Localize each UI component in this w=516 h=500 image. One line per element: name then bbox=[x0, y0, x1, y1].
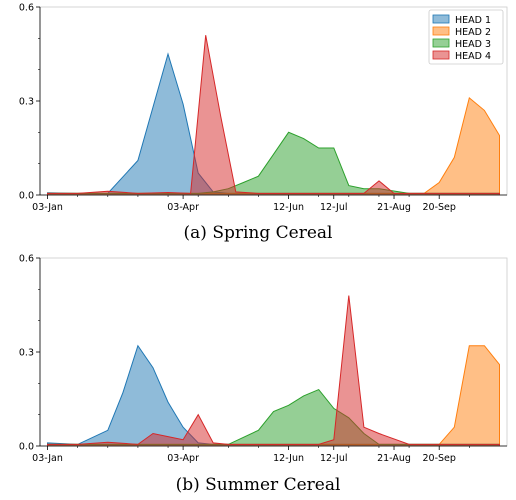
legend-swatch bbox=[432, 26, 450, 36]
legend-swatch bbox=[432, 38, 450, 48]
caption-summer-cereal: (b) Summer Cereal bbox=[175, 475, 341, 495]
x-tick-label: 21-Aug bbox=[377, 453, 411, 464]
y-tick-label: 0.0 bbox=[19, 191, 34, 202]
chart-1: 0.0 0.3 0.6 03-Jan 03-Apr 12-Jun 12-Jul 21-Aug 2… bbox=[19, 3, 508, 213]
caption-spring-cereal: (a) Spring Cereal bbox=[183, 223, 333, 243]
x-tick-label: 03-Apr bbox=[167, 202, 199, 213]
chart-2: 0.0 0.3 0.6 03-Jan 03-Apr 12-Jun 12-Jul 21-Aug 2… bbox=[19, 254, 508, 464]
legend-label: HEAD 3 bbox=[455, 39, 491, 50]
y-tick-label: 0.6 bbox=[19, 3, 34, 14]
y-tick-label: 0.0 bbox=[19, 442, 34, 453]
series-area-head-4 bbox=[47, 295, 500, 447]
y-tick-label: 0.6 bbox=[19, 254, 34, 265]
series-area-head-4 bbox=[47, 35, 500, 196]
y-tick-label: 0.3 bbox=[19, 97, 34, 108]
x-tick-label: 20-Sep bbox=[422, 453, 455, 464]
legend-box bbox=[428, 9, 504, 65]
legend-swatch bbox=[432, 50, 450, 60]
legend-swatch bbox=[432, 14, 450, 24]
x-tick-label: 03-Apr bbox=[167, 453, 199, 464]
legend-label: HEAD 1 bbox=[455, 15, 491, 26]
x-tick-label: 12-Jun bbox=[273, 202, 304, 213]
x-tick-label: 12-Jul bbox=[320, 202, 348, 213]
x-tick-label: 12-Jun bbox=[273, 453, 304, 464]
x-tick-label: 12-Jul bbox=[320, 453, 348, 464]
y-tick-label: 0.3 bbox=[19, 348, 34, 359]
x-tick-label: 21-Aug bbox=[377, 202, 411, 213]
x-tick-label: 20-Sep bbox=[422, 202, 455, 213]
x-tick-label: 03-Jan bbox=[32, 453, 63, 464]
legend-label: HEAD 2 bbox=[455, 27, 491, 38]
legend-label: HEAD 4 bbox=[455, 51, 491, 62]
x-tick-label: 03-Jan bbox=[32, 202, 63, 213]
